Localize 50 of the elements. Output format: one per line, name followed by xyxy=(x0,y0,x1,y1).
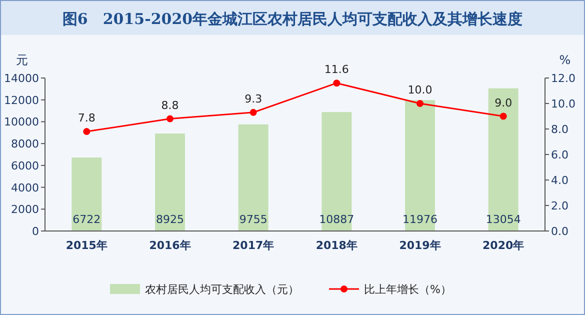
bar xyxy=(155,133,185,231)
data-label: 10887 xyxy=(319,213,354,226)
y2-tick-label: 12.0 xyxy=(551,72,576,85)
data-label: 8925 xyxy=(156,213,184,226)
point xyxy=(166,115,174,122)
y2-tick-label: 8.0 xyxy=(551,123,568,136)
y2-tick-label: 6.0 xyxy=(551,148,568,162)
x-tick-label: 2017年 xyxy=(232,239,274,252)
legend-label: 农村居民人均可支配收入（元） xyxy=(145,283,299,296)
bar xyxy=(405,100,435,231)
y2-tick-label: 0.0 xyxy=(551,225,568,238)
y-tick-label: 8000 xyxy=(11,138,39,151)
point xyxy=(250,108,257,116)
data-label: 6722 xyxy=(72,213,101,226)
y2-tick-label: 10.0 xyxy=(551,98,576,110)
x-tick-label: 2018年 xyxy=(316,239,358,252)
chart-title: 图6 2015-2020年金城江区农村居民人均可支配收入及其增长速度 xyxy=(62,10,523,28)
x-tick-label: 2015年 xyxy=(66,239,108,252)
data-label: 9755 xyxy=(239,213,268,226)
bar xyxy=(322,112,352,231)
bar xyxy=(238,124,268,231)
data-label: 9.3 xyxy=(244,92,262,106)
y-tick-label: 10000 xyxy=(4,116,39,129)
y-tick-label: 4000 xyxy=(11,181,39,194)
y-tick-label: 6000 xyxy=(11,159,39,172)
y-tick-label: 2000 xyxy=(11,203,39,216)
x-tick-label: 2016年 xyxy=(149,239,191,252)
x-tick-label: 2020年 xyxy=(482,239,524,252)
data-label: 7.8 xyxy=(78,112,96,125)
y-tick-label: 0 xyxy=(32,225,39,238)
bar xyxy=(72,158,102,231)
data-label: 10.0 xyxy=(408,84,432,96)
y-tick-label: 12000 xyxy=(4,94,39,107)
x-tick-label: 2019年 xyxy=(399,239,441,252)
point xyxy=(416,100,424,107)
legend-label: 比上年增长（%） xyxy=(364,283,452,296)
point xyxy=(500,112,507,120)
y-axis-title: 元 xyxy=(16,53,28,67)
y2-tick-label: 2.0 xyxy=(551,200,568,212)
data-label: 11.6 xyxy=(324,63,349,76)
y2-axis-title: % xyxy=(559,53,571,67)
bar xyxy=(488,88,518,231)
point xyxy=(333,80,340,87)
data-label: 8.8 xyxy=(161,98,179,112)
data-label: 9.0 xyxy=(494,96,512,110)
data-label: 13054 xyxy=(486,213,521,226)
y-tick-label: 14000 xyxy=(4,72,39,85)
y2-tick-label: 4.0 xyxy=(551,174,568,187)
data-label: 11976 xyxy=(402,213,438,226)
point xyxy=(83,128,90,136)
